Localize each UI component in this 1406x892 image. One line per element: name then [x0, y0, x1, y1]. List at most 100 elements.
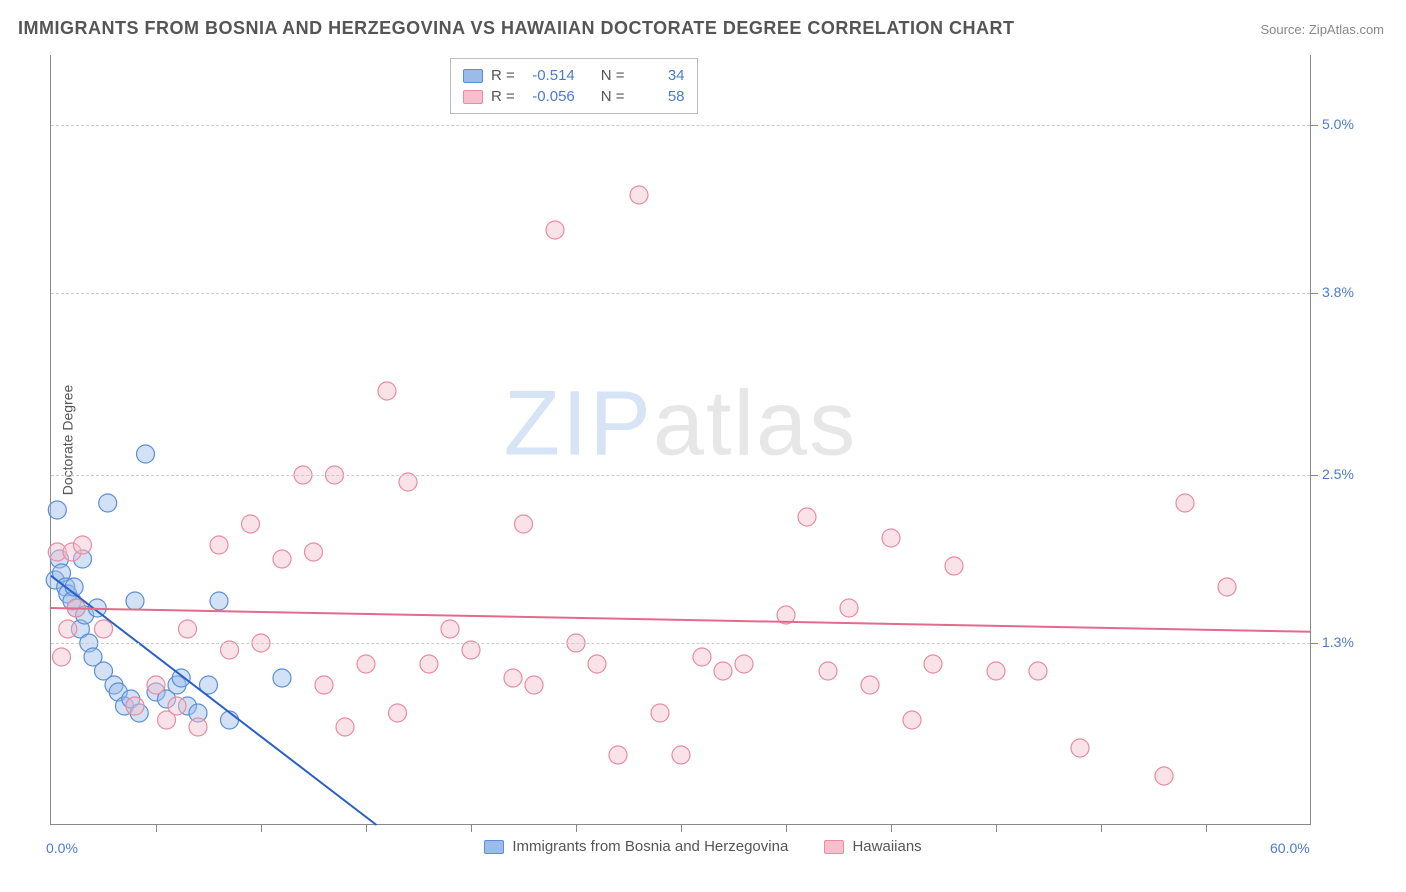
y-tick — [1310, 293, 1318, 294]
x-tick — [1101, 824, 1102, 832]
x-tick — [891, 824, 892, 832]
swatch-bosnia — [463, 69, 483, 83]
data-point-hawaiians — [651, 704, 669, 722]
data-point-hawaiians — [630, 186, 648, 204]
x-tick — [471, 824, 472, 832]
y-tick — [1310, 643, 1318, 644]
data-point-hawaiians — [735, 655, 753, 673]
data-point-hawaiians — [798, 508, 816, 526]
data-point-hawaiians — [420, 655, 438, 673]
data-point-hawaiians — [1218, 578, 1236, 596]
y-tick-label: 1.3% — [1322, 634, 1354, 650]
data-point-bosnia — [137, 445, 155, 463]
x-tick — [1206, 824, 1207, 832]
data-point-hawaiians — [305, 543, 323, 561]
data-point-hawaiians — [357, 655, 375, 673]
x-tick-label: 60.0% — [1270, 840, 1310, 856]
right-axis-line — [1310, 55, 1311, 825]
x-tick — [261, 824, 262, 832]
data-point-bosnia — [126, 592, 144, 610]
legend-row-hawaiians: R = -0.056 N = 58 — [463, 86, 685, 107]
r-label: R = — [491, 88, 515, 105]
chart-title: IMMIGRANTS FROM BOSNIA AND HERZEGOVINA V… — [18, 18, 1015, 39]
regression-line-hawaiians — [51, 608, 1311, 632]
x-tick — [786, 824, 787, 832]
data-point-hawaiians — [147, 676, 165, 694]
x-tick — [156, 824, 157, 832]
n-value-bosnia: 34 — [633, 67, 685, 84]
data-point-hawaiians — [609, 746, 627, 764]
swatch-bosnia-icon — [484, 840, 504, 854]
data-point-hawaiians — [53, 648, 71, 666]
data-point-hawaiians — [1071, 739, 1089, 757]
data-point-bosnia — [273, 669, 291, 687]
data-point-hawaiians — [693, 648, 711, 666]
data-point-hawaiians — [1029, 662, 1047, 680]
r-label: R = — [491, 67, 515, 84]
legend-row-bosnia: R = -0.514 N = 34 — [463, 65, 685, 86]
data-point-hawaiians — [441, 620, 459, 638]
gridline — [51, 643, 1310, 644]
legend-item-hawaiians: Hawaiians — [824, 838, 921, 855]
gridline — [51, 125, 1310, 126]
n-value-hawaiians: 58 — [633, 88, 685, 105]
data-point-hawaiians — [59, 620, 77, 638]
data-point-hawaiians — [336, 718, 354, 736]
data-point-hawaiians — [315, 676, 333, 694]
data-point-bosnia — [99, 494, 117, 512]
data-point-hawaiians — [189, 718, 207, 736]
scatter-svg — [51, 55, 1310, 824]
y-tick — [1310, 475, 1318, 476]
n-label: N = — [601, 88, 625, 105]
data-point-hawaiians — [546, 221, 564, 239]
data-point-hawaiians — [588, 655, 606, 673]
swatch-hawaiians-icon — [824, 840, 844, 854]
data-point-hawaiians — [504, 669, 522, 687]
data-point-hawaiians — [525, 676, 543, 694]
data-point-hawaiians — [126, 697, 144, 715]
data-point-hawaiians — [882, 529, 900, 547]
data-point-hawaiians — [95, 620, 113, 638]
y-tick-label: 2.5% — [1322, 466, 1354, 482]
n-label: N = — [601, 67, 625, 84]
y-tick-label: 3.8% — [1322, 284, 1354, 300]
data-point-hawaiians — [1176, 494, 1194, 512]
data-point-bosnia — [210, 592, 228, 610]
x-tick-label: 0.0% — [46, 840, 78, 856]
legend-label-hawaiians: Hawaiians — [852, 838, 921, 855]
x-tick — [576, 824, 577, 832]
x-tick — [681, 824, 682, 832]
data-point-hawaiians — [945, 557, 963, 575]
gridline — [51, 293, 1310, 294]
data-point-hawaiians — [168, 697, 186, 715]
data-point-hawaiians — [1155, 767, 1173, 785]
data-point-hawaiians — [714, 662, 732, 680]
data-point-hawaiians — [861, 676, 879, 694]
x-tick — [996, 824, 997, 832]
r-value-bosnia: -0.514 — [523, 67, 575, 84]
r-value-hawaiians: -0.056 — [523, 88, 575, 105]
legend-item-bosnia: Immigrants from Bosnia and Herzegovina — [484, 838, 788, 855]
legend-label-bosnia: Immigrants from Bosnia and Herzegovina — [512, 838, 788, 855]
y-tick — [1310, 125, 1318, 126]
series-legend: Immigrants from Bosnia and Herzegovina H… — [0, 838, 1406, 858]
data-point-hawaiians — [273, 550, 291, 568]
data-point-hawaiians — [210, 536, 228, 554]
data-point-hawaiians — [924, 655, 942, 673]
data-point-hawaiians — [74, 536, 92, 554]
data-point-hawaiians — [840, 599, 858, 617]
data-point-hawaiians — [903, 711, 921, 729]
plot-area: ZIPatlas — [50, 55, 1310, 825]
data-point-hawaiians — [389, 704, 407, 722]
data-point-hawaiians — [515, 515, 533, 533]
data-point-hawaiians — [819, 662, 837, 680]
x-tick — [366, 824, 367, 832]
swatch-hawaiians — [463, 90, 483, 104]
gridline — [51, 475, 1310, 476]
data-point-hawaiians — [378, 382, 396, 400]
correlation-legend: R = -0.514 N = 34 R = -0.056 N = 58 — [450, 58, 698, 114]
y-tick-label: 5.0% — [1322, 116, 1354, 132]
data-point-hawaiians — [179, 620, 197, 638]
data-point-hawaiians — [987, 662, 1005, 680]
data-point-hawaiians — [242, 515, 260, 533]
